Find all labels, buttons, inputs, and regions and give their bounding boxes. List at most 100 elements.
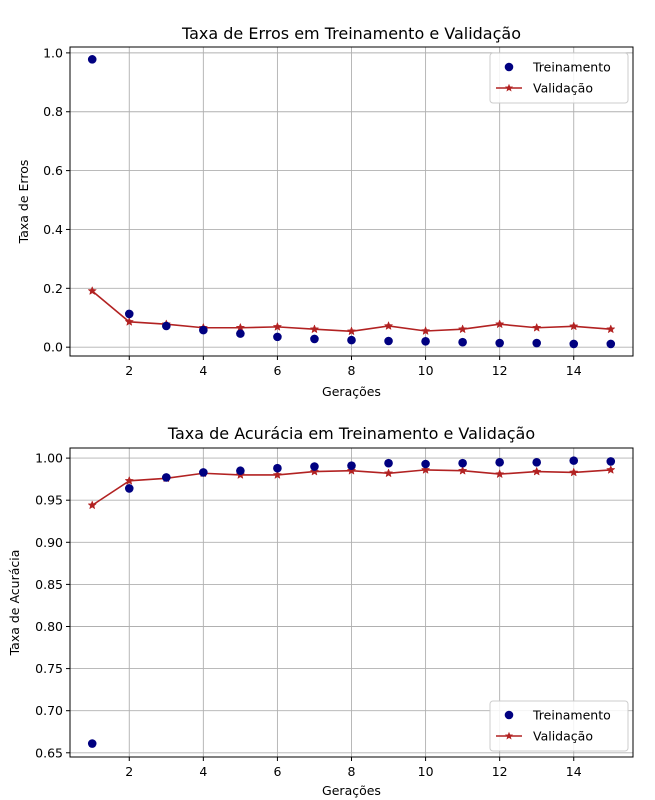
validation-point (531, 466, 542, 476)
x-axis-label: Gerações (322, 384, 381, 399)
x-tick-label: 10 (418, 363, 434, 378)
training-point (384, 336, 393, 346)
validation-point (457, 465, 468, 475)
legend: Treinamento Validação (489, 52, 629, 104)
x-tick-label: 12 (492, 363, 508, 378)
legend-marker-validacao (504, 83, 514, 92)
y-tick-label: 0.0 (43, 340, 63, 355)
x-tick-label: 6 (273, 764, 281, 779)
x-tick-label: 2 (125, 764, 133, 779)
training-point (162, 321, 171, 331)
y-tick-label: 1.0 (43, 45, 63, 60)
training-point (310, 462, 319, 471)
training-point (87, 739, 97, 748)
x-tick-label: 14 (566, 363, 582, 378)
training-point (236, 329, 245, 338)
legend-marker-treinamento (504, 710, 514, 720)
validation-point (383, 468, 394, 478)
validation-point (494, 319, 505, 329)
training-point (458, 337, 467, 347)
plot-frame (69, 447, 634, 758)
training-point (273, 463, 282, 473)
training-point (532, 338, 541, 348)
validation-point (272, 469, 283, 479)
training-point (199, 468, 208, 477)
training-point (199, 325, 208, 335)
y-tick-label: 0.85 (35, 577, 63, 592)
y-tick-label: 0.90 (35, 535, 63, 550)
x-tick-label: 8 (348, 764, 356, 779)
x-tick-label: 14 (566, 764, 582, 779)
training-point (310, 334, 319, 344)
training-point (124, 484, 134, 493)
validation-point (383, 321, 394, 330)
x-tick-label: 10 (418, 764, 434, 779)
x-tick-label: 6 (273, 363, 281, 378)
y-tick-label: 0.6 (43, 163, 63, 178)
training-point (606, 457, 616, 466)
training-point (421, 459, 430, 469)
training-point (87, 55, 97, 64)
y-tick-label: 0.95 (35, 493, 63, 508)
training-point (458, 458, 467, 468)
validation-point (87, 285, 97, 295)
training-point (124, 309, 134, 319)
grid-lines (70, 448, 633, 757)
legend-box (489, 700, 629, 752)
legend-label-treinamento: Treinamento (532, 60, 611, 75)
x-axis-label: Gerações (322, 783, 381, 798)
training-point (273, 332, 282, 342)
validation-point (124, 316, 134, 326)
validation-point (494, 469, 505, 479)
validation-point (309, 324, 320, 334)
validation-point (87, 500, 97, 510)
validation-point (272, 321, 283, 331)
y-tick-label: 1.00 (35, 451, 63, 466)
validation-point (569, 467, 579, 477)
y-tick-label: 0.65 (35, 745, 63, 760)
legend: Treinamento Validação (489, 700, 629, 752)
y-tick-label: 0.80 (35, 619, 63, 634)
x-tick-label: 12 (492, 764, 508, 779)
training-point (569, 339, 579, 349)
training-point (162, 473, 171, 482)
x-ticks: 2 4 6 8 10 12 14 (125, 757, 582, 779)
validation-point (531, 322, 542, 332)
series-validacao (87, 464, 616, 510)
chart-2: 2 4 6 8 10 12 14 0.65 0.70 0.75 0.80 0.85 0.90 0.95 1.… (7, 424, 634, 798)
validation-point (346, 465, 357, 475)
training-point (421, 336, 430, 346)
y-tick-label: 0.75 (35, 661, 63, 676)
x-tick-label: 4 (199, 363, 207, 378)
chart-1: 2 4 6 8 10 12 14 0.0 0.2 0.4 0.6 0.8 1.0 Taxa de Erro… (16, 24, 634, 399)
y-ticks: 0.0 0.2 0.4 0.6 0.8 1.0 (43, 45, 70, 355)
training-point (384, 458, 393, 468)
legend-label-validacao: Validação (533, 729, 593, 744)
validation-point (606, 324, 616, 334)
validation-point (420, 464, 431, 474)
legend-box (489, 52, 629, 104)
validation-point (124, 475, 134, 485)
validation-point (346, 326, 357, 336)
plot-frame (69, 46, 634, 357)
validation-point (420, 326, 431, 335)
validation-point (309, 466, 320, 476)
y-tick-label: 0.4 (43, 222, 63, 237)
legend-label-validacao: Validação (533, 81, 593, 96)
validation-point (606, 464, 616, 474)
legend-label-treinamento: Treinamento (532, 708, 611, 723)
training-point (569, 456, 579, 465)
training-point (236, 466, 245, 476)
y-axis-label: Taxa de Erros (16, 160, 31, 245)
chart-title: Taxa de Acurácia em Treinamento e Valida… (167, 424, 535, 443)
training-point (495, 458, 504, 467)
y-tick-label: 0.8 (43, 104, 63, 119)
chart-title: Taxa de Erros em Treinamento e Validação (181, 24, 521, 43)
y-ticks: 0.65 0.70 0.75 0.80 0.85 0.90 0.95 1.00 (35, 451, 70, 760)
training-point (532, 458, 541, 467)
x-tick-label: 4 (199, 764, 207, 779)
y-tick-label: 0.70 (35, 703, 63, 718)
y-tick-label: 0.2 (43, 281, 63, 296)
legend-marker-validacao (504, 731, 514, 740)
